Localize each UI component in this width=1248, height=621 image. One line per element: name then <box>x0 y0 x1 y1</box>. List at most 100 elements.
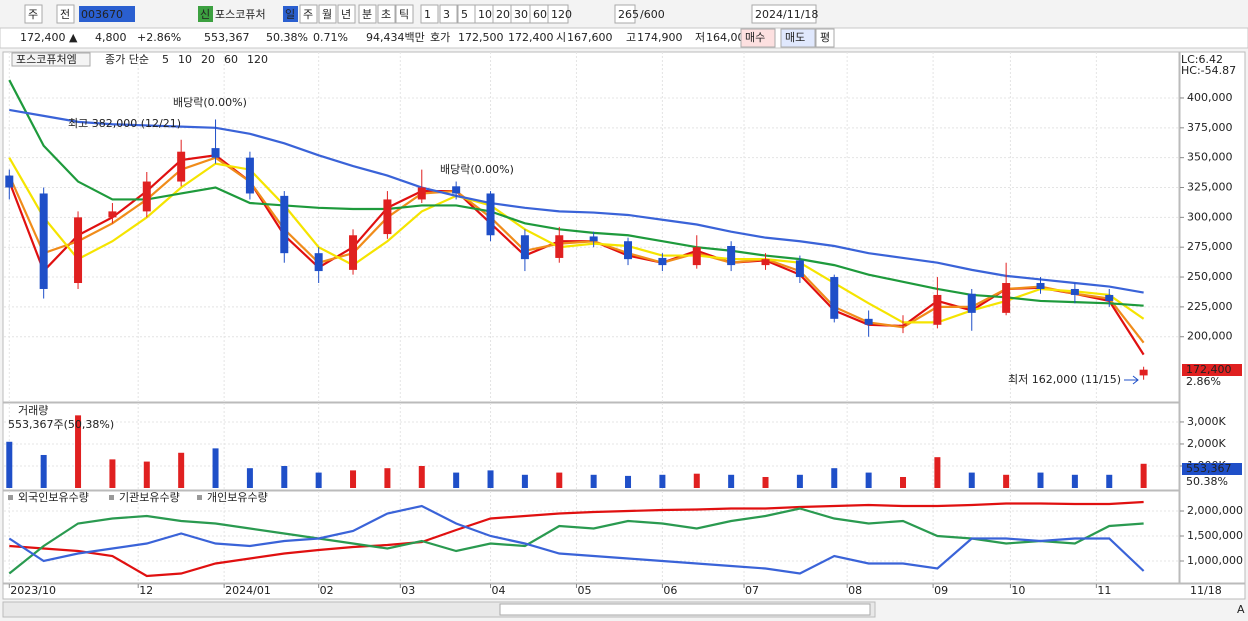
toolbar-item[interactable]: 주 <box>303 8 313 21</box>
volume-bar <box>693 473 700 488</box>
scroll-thumb[interactable] <box>499 603 871 616</box>
toolbar-item[interactable]: 분 <box>362 8 372 21</box>
toolbar-item[interactable]: /600 <box>640 8 665 21</box>
y-tick-label: 1,500,000 <box>1187 529 1243 542</box>
legend-entry: 기관보유수량 <box>119 491 180 504</box>
volume-bar <box>1003 474 1010 488</box>
candle-body <box>520 235 529 260</box>
toolbar-item[interactable]: 포스코퓨처 <box>215 8 266 21</box>
toolbar-button[interactable] <box>614 4 636 24</box>
toolbar-item[interactable]: 년 <box>341 8 351 21</box>
x-tick-label: 06 <box>663 584 677 597</box>
candle-body <box>280 195 289 254</box>
toolbar-button[interactable] <box>547 4 569 24</box>
ma-label: 종가 단순 <box>105 53 149 66</box>
volume-bar <box>1140 463 1147 488</box>
trade-button[interactable] <box>815 28 835 48</box>
toolbar-button[interactable] <box>337 4 356 24</box>
legend-swatch <box>109 495 114 500</box>
toolbar-button[interactable] <box>377 4 396 24</box>
toolbar-button[interactable] <box>56 4 75 24</box>
volume-bar <box>109 459 116 488</box>
stock-name: 포스코퓨처엠 <box>16 53 77 66</box>
candle-body <box>211 148 220 158</box>
last-price: 172,400 <box>1186 363 1232 376</box>
candle-body <box>39 193 48 289</box>
candle-body <box>1139 369 1148 376</box>
toolbar-item[interactable]: 120 <box>551 8 572 21</box>
toolbar-item[interactable]: 월 <box>322 8 332 21</box>
candle-body <box>658 257 667 266</box>
legend-entry: 20 <box>201 53 215 66</box>
toolbar-item[interactable]: 1 <box>424 8 431 21</box>
toolbar-item[interactable]: 주 <box>28 8 38 21</box>
volume-bar <box>831 468 838 488</box>
y-tick-label: 2,000K <box>1187 437 1226 450</box>
volume-bar <box>1037 472 1044 488</box>
trade-button[interactable] <box>780 28 816 48</box>
candle-body <box>314 253 323 272</box>
annotation: 최고 382,000 (12/21) <box>68 117 181 130</box>
annotation: 배당락(0.00%) <box>440 163 514 176</box>
annotation: 배당락(0.00%) <box>173 96 247 109</box>
toolbar-item[interactable]: 2024/11/18 <box>755 8 818 21</box>
candle-body <box>1036 283 1045 289</box>
candle-body <box>245 157 254 194</box>
toolbar-button[interactable] <box>420 4 439 24</box>
toolbar-button[interactable] <box>439 4 458 24</box>
price-panel <box>2 51 1180 403</box>
candle-body <box>967 293 976 313</box>
volume-bar <box>418 465 425 488</box>
volume-bar <box>728 474 735 488</box>
toolbar-button[interactable] <box>24 4 43 24</box>
y-tick-label: 375,000 <box>1187 121 1233 134</box>
volume-bar <box>659 474 666 488</box>
zoom-icon[interactable]: A <box>1237 603 1245 616</box>
toolbar-item[interactable]: 전 <box>60 8 70 21</box>
trade-button[interactable] <box>740 28 776 48</box>
candle-body <box>589 236 598 242</box>
info-item: 4,800 <box>95 31 127 44</box>
candle-body <box>177 151 186 182</box>
toolbar-button[interactable] <box>318 4 337 24</box>
volume-bar <box>487 470 494 488</box>
toolbar-item[interactable]: 일 <box>285 7 295 21</box>
last-price-box <box>1182 364 1242 376</box>
toolbar-button[interactable] <box>299 4 318 24</box>
arrow <box>1124 375 1139 385</box>
toolbar-item[interactable]: 20 <box>496 8 510 21</box>
candle-body <box>1002 283 1011 313</box>
candle-body <box>74 217 83 284</box>
y-tick-label: 275,000 <box>1187 240 1233 253</box>
toolbar-button[interactable] <box>395 4 414 24</box>
toolbar-button[interactable] <box>358 4 377 24</box>
toolbar-item[interactable]: 신 <box>200 8 210 21</box>
info-item: 94,434백만 <box>366 31 425 44</box>
volume-bar <box>900 476 907 488</box>
toolbar-item[interactable]: 초 <box>381 8 391 21</box>
toolbar-item[interactable]: 틱 <box>399 8 409 21</box>
toolbar-item[interactable]: 10 <box>478 8 492 21</box>
toolbar-item[interactable]: 003670 <box>81 8 123 21</box>
volume-bar <box>590 474 597 488</box>
legend-entry: 120 <box>247 53 268 66</box>
toolbar-item[interactable]: 3 <box>443 8 450 21</box>
toolbar-item[interactable]: 5 <box>461 8 468 21</box>
legend-entry: 60 <box>224 53 238 66</box>
candle-body <box>555 235 564 258</box>
candle-body <box>383 199 392 235</box>
volume-bar <box>865 472 872 488</box>
toolbar-item[interactable]: 265 <box>618 8 639 21</box>
toolbar-item[interactable]: 30 <box>514 8 528 21</box>
candle-body <box>727 246 736 266</box>
toolbar-item[interactable]: 60 <box>533 8 547 21</box>
toolbar-button[interactable] <box>751 4 817 24</box>
candle-body <box>761 259 770 266</box>
volume-bar <box>556 472 563 488</box>
y-tick-label: 3,000K <box>1187 415 1226 428</box>
line-series <box>8 157 1145 324</box>
info-item: 172,400 <box>508 31 554 44</box>
legend-entry: 5 <box>162 53 169 66</box>
toolbar-highlight <box>198 6 213 22</box>
